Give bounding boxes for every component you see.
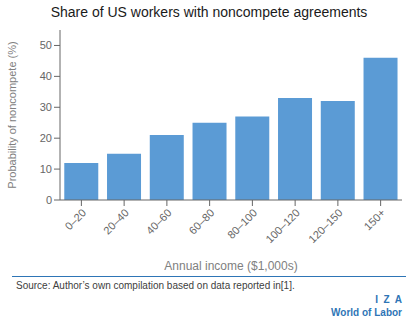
svg-text:20: 20 [40,132,52,144]
svg-text:60–80: 60–80 [186,206,216,236]
svg-text:150+: 150+ [362,206,388,232]
svg-text:Annual income ($1,000s): Annual income ($1,000s) [164,259,297,273]
svg-text:40–60: 40–60 [144,206,174,236]
svg-text:30: 30 [40,101,52,113]
svg-text:Probability of noncompete (%): Probability of noncompete (%) [8,41,18,188]
svg-text:50: 50 [40,39,52,51]
html-text:Share of US workers with nonco: Share of US workers with noncompete agre… [50,4,368,20]
html-text:I Z A: I Z A [375,294,402,305]
svg-text:40: 40 [40,70,52,82]
svg-text:80–100: 80–100 [225,206,259,240]
svg-text:10: 10 [40,163,52,175]
svg-text:0: 0 [46,194,52,206]
html-text:World of Labor: World of Labor [331,307,402,318]
svg-text:120–150: 120–150 [306,206,345,245]
html-text:Source: Author’s own compilati: Source: Author’s own compilation based o… [16,280,295,291]
svg-text:20–40: 20–40 [101,206,131,236]
svg-text:0–20: 0–20 [63,206,89,232]
svg-text:100–120: 100–120 [263,206,302,245]
